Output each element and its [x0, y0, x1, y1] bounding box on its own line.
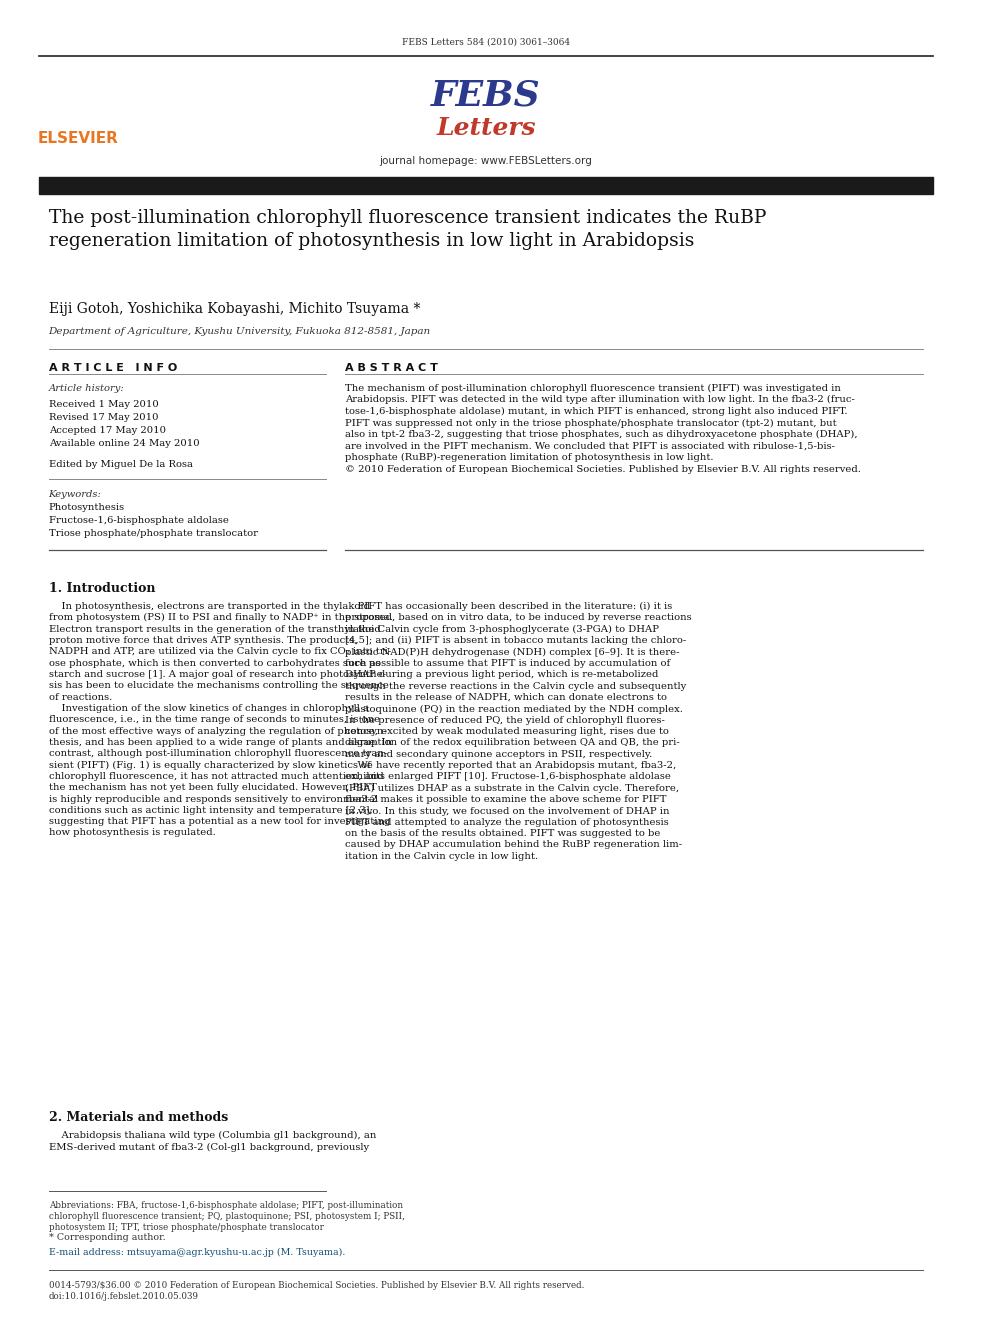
Text: Keywords:: Keywords:: [49, 490, 101, 499]
Text: Photosynthesis: Photosynthesis: [49, 503, 125, 512]
Text: A B S T R A C T: A B S T R A C T: [345, 363, 437, 373]
Text: Received 1 May 2010: Received 1 May 2010: [49, 400, 159, 409]
Text: Letters: Letters: [436, 116, 536, 140]
Text: 2. Materials and methods: 2. Materials and methods: [49, 1111, 228, 1125]
Text: FEBS Letters 584 (2010) 3061–3064: FEBS Letters 584 (2010) 3061–3064: [402, 37, 570, 46]
Text: E-mail address: mtsuyama@agr.kyushu-u.ac.jp (M. Tsuyama).: E-mail address: mtsuyama@agr.kyushu-u.ac…: [49, 1248, 345, 1257]
Text: In photosynthesis, electrons are transported in the thylakoid
from photosystem (: In photosynthesis, electrons are transpo…: [49, 602, 393, 837]
Text: 1. Introduction: 1. Introduction: [49, 582, 155, 595]
Text: Fructose-1,6-bisphosphate aldolase: Fructose-1,6-bisphosphate aldolase: [49, 516, 228, 525]
Text: Accepted 17 May 2010: Accepted 17 May 2010: [49, 426, 166, 435]
Bar: [39, 177, 933, 194]
Text: Arabidopsis thaliana wild type (Columbia gl1 background), an
EMS-derived mutant : Arabidopsis thaliana wild type (Columbia…: [49, 1131, 376, 1152]
Text: Revised 17 May 2010: Revised 17 May 2010: [49, 413, 158, 422]
Text: 0014-5793/$36.00 © 2010 Federation of European Biochemical Societies. Published : 0014-5793/$36.00 © 2010 Federation of Eu…: [49, 1281, 584, 1301]
Text: Eiji Gotoh, Yoshichika Kobayashi, Michito Tsuyama *: Eiji Gotoh, Yoshichika Kobayashi, Michit…: [49, 302, 420, 316]
Text: journal homepage: www.FEBSLetters.org: journal homepage: www.FEBSLetters.org: [380, 156, 592, 167]
Text: The post-illumination chlorophyll fluorescence transient indicates the RuBP
rege: The post-illumination chlorophyll fluore…: [49, 209, 766, 250]
Text: Available online 24 May 2010: Available online 24 May 2010: [49, 439, 199, 448]
Text: FEBS: FEBS: [432, 78, 541, 112]
Text: PIFT has occasionally been described in the literature: (i) it is
proposed, base: PIFT has occasionally been described in …: [345, 602, 691, 861]
Text: Article history:: Article history:: [49, 384, 124, 393]
Text: Edited by Miguel De la Rosa: Edited by Miguel De la Rosa: [49, 460, 192, 470]
Text: Triose phosphate/phosphate translocator: Triose phosphate/phosphate translocator: [49, 529, 258, 538]
Text: Department of Agriculture, Kyushu University, Fukuoka 812-8581, Japan: Department of Agriculture, Kyushu Univer…: [49, 327, 431, 336]
Text: Abbreviations: FBA, fructose-1,6-bisphosphate aldolase; PIFT, post-illumination
: Abbreviations: FBA, fructose-1,6-bisphos…: [49, 1201, 405, 1233]
Text: * Corresponding author.: * Corresponding author.: [49, 1233, 166, 1242]
Text: The mechanism of post-illumination chlorophyll fluorescence transient (PIFT) was: The mechanism of post-illumination chlor…: [345, 384, 861, 474]
Text: ELSEVIER: ELSEVIER: [38, 131, 118, 147]
Text: A R T I C L E   I N F O: A R T I C L E I N F O: [49, 363, 177, 373]
